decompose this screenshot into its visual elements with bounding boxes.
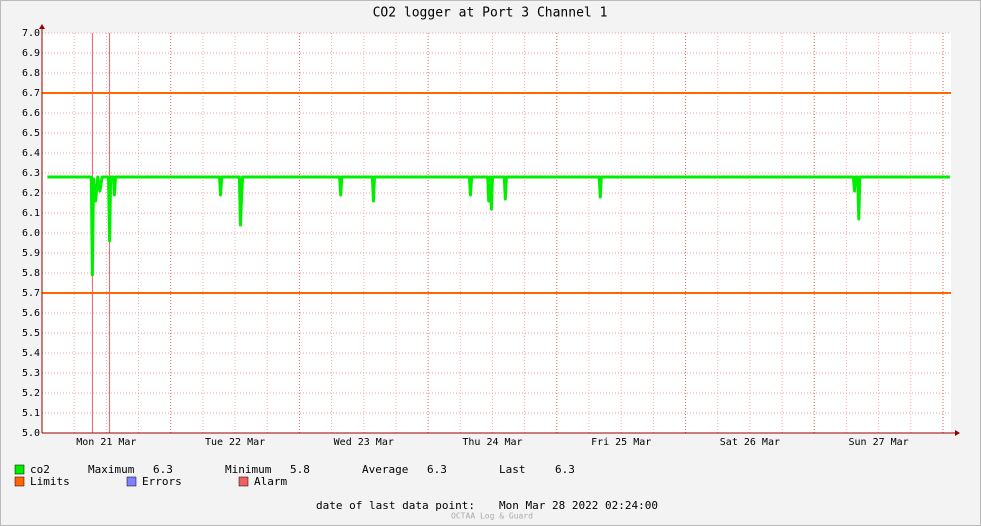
stat-label: Last	[499, 463, 526, 476]
x-tick-label: Sun 27 Mar	[848, 437, 908, 448]
x-tick-label: Sat 26 Mar	[720, 437, 780, 448]
footer-value: Mon Mar 28 2022 02:24:00	[499, 499, 658, 512]
y-arrow	[39, 24, 45, 29]
y-tick-label: 6.5	[22, 128, 40, 139]
series-line	[47, 175, 950, 277]
marks	[42, 33, 951, 433]
legend-label: Alarm	[254, 475, 287, 488]
y-tick-label: 6.8	[22, 68, 40, 79]
legend: co2 Maximum 6.3 Minimum 5.8 Average 6.3 Last 6.3…	[14, 463, 575, 488]
y-tick-label: 6.7	[22, 88, 40, 99]
y-tick-label: 6.9	[22, 48, 40, 59]
legend-label: Errors	[142, 475, 182, 488]
stat-value: 5.8	[290, 463, 310, 476]
legend-swatch	[14, 476, 25, 487]
stat-value: 6.3	[153, 463, 173, 476]
y-tick-label: 5.3	[22, 368, 40, 379]
y-tick-label: 7.0	[22, 28, 40, 39]
footer-label: date of last data point:	[316, 499, 475, 512]
y-tick-label: 5.1	[22, 408, 40, 419]
y-tick-label: 5.9	[22, 248, 40, 259]
x-tick-label: Thu 24 Mar	[462, 437, 522, 448]
y-tick-label: 6.6	[22, 108, 40, 119]
y-tick-label: 5.2	[22, 388, 40, 399]
grid: 5.0 5.1 5.2 5.3 5.4 5.5 5.6 5.7 5.8 5.9 6.0 6.1 6.2 6…	[22, 28, 951, 448]
y-tick-label: 5.0	[22, 428, 40, 439]
y-tick-label: 5.5	[22, 328, 40, 339]
y-tick-label: 6.0	[22, 228, 40, 239]
stat-value: 6.3	[427, 463, 447, 476]
chart-title: CO2 logger at Port 3 Channel 1	[373, 6, 608, 21]
plot-area	[42, 33, 951, 433]
x-tick-label: Fri 25 Mar	[591, 437, 651, 448]
stat-label: Minimum	[225, 463, 272, 476]
legend-swatch	[126, 476, 137, 487]
y-tick-label: 5.7	[22, 288, 40, 299]
y-tick-label: 6.2	[22, 188, 40, 199]
y-tick-label: 5.4	[22, 348, 40, 359]
x-tick-label: Wed 23 Mar	[334, 437, 394, 448]
y-tick-label: 5.6	[22, 308, 40, 319]
legend-swatch	[238, 476, 249, 487]
legend-swatch	[14, 464, 25, 475]
y-tick-label: 5.8	[22, 268, 40, 279]
y-tick-label: 6.3	[22, 168, 40, 179]
y-tick-label: 6.4	[22, 148, 40, 159]
y-tick-label: 6.1	[22, 208, 40, 219]
legend-label: Limits	[30, 475, 70, 488]
x-tick-label: Tue 22 Mar	[205, 437, 265, 448]
stat-label: Average	[362, 463, 408, 476]
legend-label: co2	[30, 463, 50, 476]
axes	[39, 24, 960, 436]
x-arrow	[955, 430, 960, 436]
x-tick-label: Mon 21 Mar	[76, 437, 136, 448]
stat-label: Maximum	[88, 463, 135, 476]
stat-value: 6.3	[555, 463, 575, 476]
credit: OCTAA Log & Guard	[451, 512, 533, 521]
